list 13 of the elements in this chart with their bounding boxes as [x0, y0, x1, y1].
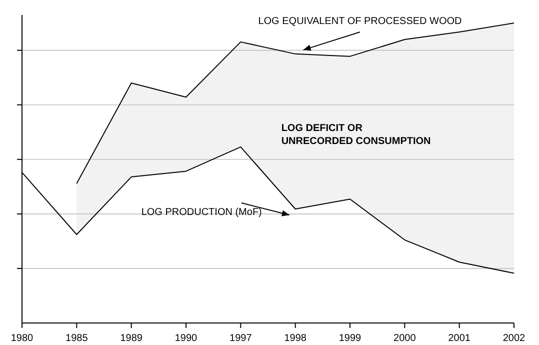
series-label: LOG EQUIVALENT OF PROCESSED WOOD — [258, 16, 462, 27]
annotation: LOG DEFICIT OR UNRECORDED CONSUMPTION — [281, 123, 431, 148]
x-tick-label: 2002 — [502, 333, 526, 344]
x-tick-label: 1990 — [174, 333, 198, 344]
x-tick-label: 1985 — [66, 333, 88, 344]
legend-label: LOG PRODUCTION (MoF) — [141, 206, 262, 218]
x-tick-label: 2001 — [448, 333, 471, 344]
x-tick-label: 1999 — [338, 333, 362, 344]
x-tick-label: 1989 — [120, 333, 143, 344]
x-tick-label: 2000 — [394, 333, 416, 344]
x-tick-label: 1997 — [230, 333, 252, 344]
x-tick-label: 1980 — [10, 333, 34, 344]
x-tick-label: 1998 — [284, 333, 307, 344]
